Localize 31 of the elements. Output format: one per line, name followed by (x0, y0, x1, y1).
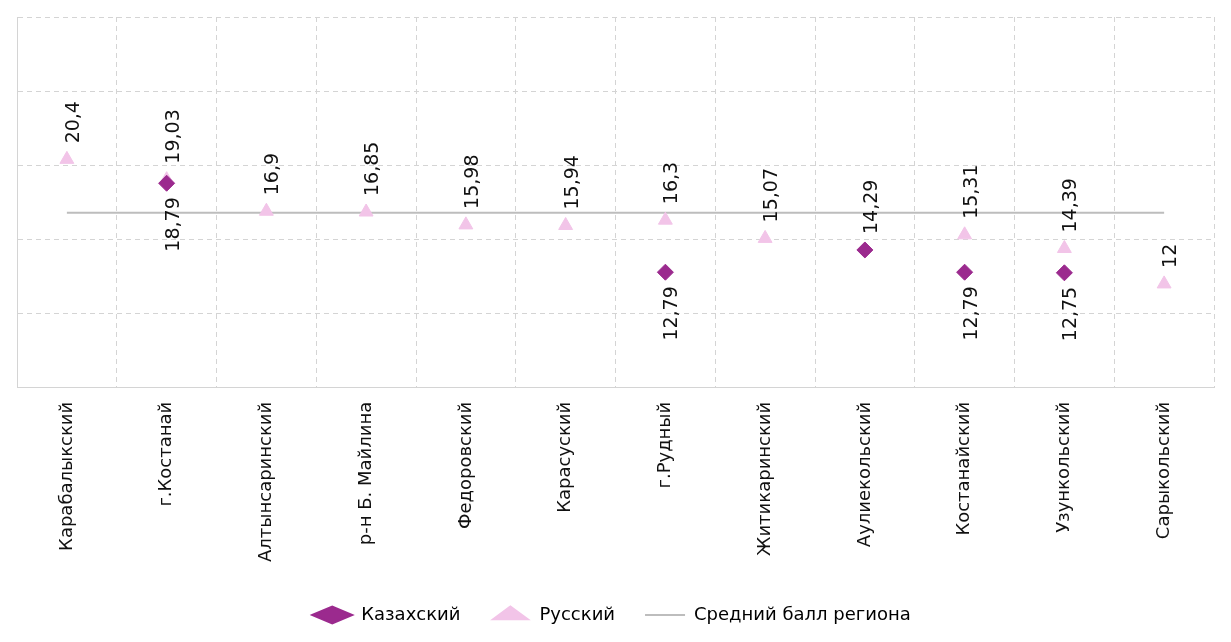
x-tick-label: Сарыкольский (1151, 401, 1173, 540)
data-label: 20,4 (60, 101, 83, 144)
x-tick-label: Карасуский (553, 401, 575, 513)
data-label: 19,03 (160, 109, 183, 164)
data-label: 15,94 (559, 155, 582, 210)
x-tick-label: г.Костанай (154, 401, 176, 507)
x-tick-label: Узункольский (1052, 401, 1074, 533)
legend-label: Русский (539, 602, 616, 624)
x-tick-label: Костанайский (952, 401, 974, 536)
data-label: 16,9 (260, 152, 283, 196)
data-label: 14,39 (1058, 178, 1081, 233)
data-label: 15,31 (958, 164, 981, 219)
data-label: 12,75 (1058, 286, 1081, 342)
data-label: 15,07 (759, 167, 782, 223)
data-label: 12 (1158, 243, 1181, 268)
data-label: 12,79 (659, 286, 682, 341)
legend-label: Средний балл региона (694, 602, 911, 624)
x-tick-label: г.Рудный (653, 401, 675, 489)
data-label: 15,98 (459, 154, 482, 209)
x-tick-label: Федоровский (453, 401, 475, 529)
data-label: 12,79 (958, 286, 981, 341)
x-tick-label: р-н Б. Майлина (353, 401, 375, 546)
legend-label: Казахский (361, 602, 461, 624)
data-label: 18,79 (160, 197, 183, 252)
x-tick-label: Алтынсаринский (254, 401, 276, 563)
x-tick-label: Аулиекольский (852, 401, 874, 548)
data-label: 16,3 (659, 161, 682, 205)
x-tick-label: Житикаринский (752, 401, 774, 556)
data-label: 16,85 (360, 141, 383, 196)
x-tick-label: Карабалыкский (54, 401, 76, 551)
data-label: 14,29 (858, 179, 881, 234)
